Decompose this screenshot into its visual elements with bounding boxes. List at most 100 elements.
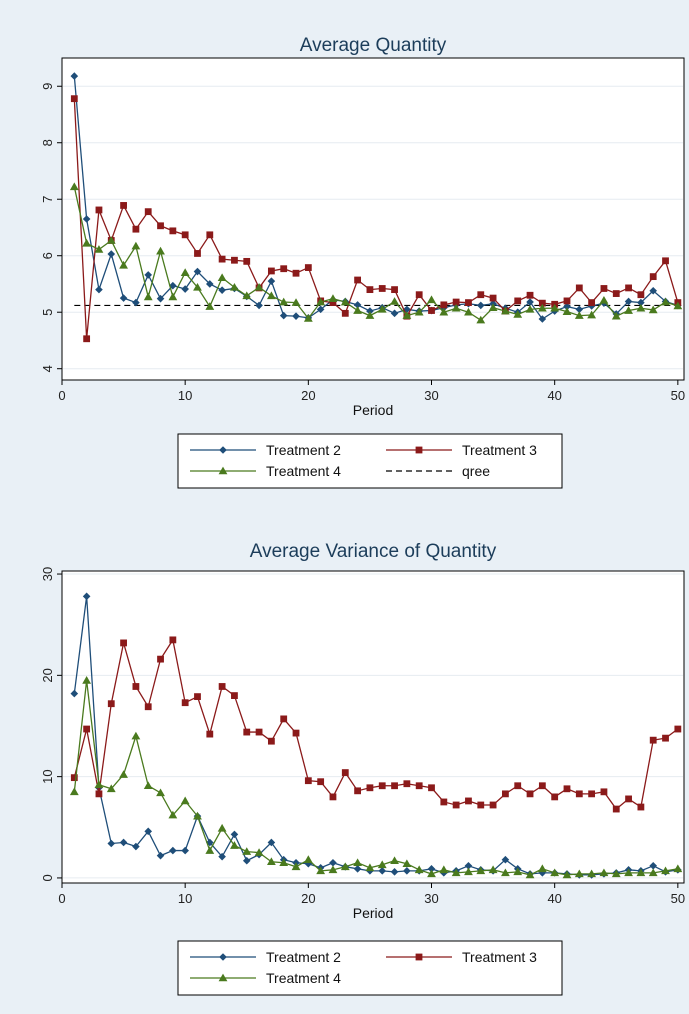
data-point: [538, 299, 546, 307]
data-point: [254, 282, 264, 291]
chart-average-variance: Average Variance of Quantity 0 10 20 30 0 10 20…: [0, 507, 689, 1014]
data-point: [673, 864, 683, 873]
data-point: [206, 231, 214, 239]
data-point: [452, 298, 460, 306]
legend-entry: Treatment 4: [190, 463, 341, 479]
data-point: [489, 294, 497, 302]
series-treatment-4: [69, 676, 683, 879]
chart-title: Average Variance of Quantity: [250, 541, 497, 562]
data-point: [649, 286, 658, 295]
data-point: [131, 241, 141, 250]
data-point: [70, 72, 79, 80]
data-point: [550, 868, 560, 877]
data-point: [70, 95, 78, 103]
data-point: [611, 869, 621, 878]
data-point: [95, 285, 103, 294]
data-point: [132, 842, 140, 851]
data-point: [83, 725, 91, 733]
data-point: [230, 830, 239, 839]
data-point: [95, 206, 103, 214]
data-point: [514, 297, 522, 305]
data-point: [625, 795, 632, 803]
data-point: [340, 297, 350, 306]
legend-entry: qree: [386, 463, 490, 479]
data-point: [464, 861, 473, 870]
data-point: [255, 301, 263, 310]
data-point: [637, 298, 645, 307]
data-point: [69, 787, 79, 796]
data-point: [403, 867, 411, 875]
legend-box: [177, 433, 563, 489]
data-point: [390, 856, 399, 865]
data-point: [205, 846, 215, 854]
legend-marker: [218, 466, 228, 475]
legend-marker: [218, 973, 228, 982]
legend-box: [177, 940, 563, 996]
data-point: [119, 260, 128, 269]
data-point: [218, 852, 226, 861]
data-point: [82, 238, 92, 247]
data-point: [599, 868, 609, 877]
data-point: [636, 303, 646, 312]
data-point: [242, 291, 252, 300]
y-tick-label: 30: [40, 567, 55, 581]
data-point: [329, 793, 337, 801]
data-point: [427, 295, 436, 304]
data-point: [365, 311, 375, 319]
data-point: [477, 801, 485, 809]
data-point: [624, 868, 633, 877]
data-point: [501, 306, 510, 315]
data-point: [428, 307, 435, 314]
x-axis-label: Period: [353, 905, 393, 921]
data-point: [144, 827, 153, 836]
data-point: [502, 790, 509, 798]
data-point: [378, 285, 386, 292]
data-point: [292, 312, 300, 320]
data-point: [169, 636, 177, 644]
data-point: [488, 865, 498, 874]
data-point: [612, 290, 620, 297]
data-point: [120, 639, 127, 647]
data-point: [390, 297, 399, 305]
data-point: [83, 335, 91, 343]
data-point: [69, 182, 79, 191]
data-point: [563, 785, 571, 793]
y-tick-label: 4: [40, 365, 55, 372]
data-point: [439, 865, 449, 874]
data-point: [587, 869, 597, 878]
data-point: [206, 730, 214, 738]
data-point: [119, 838, 128, 847]
data-point: [132, 298, 140, 307]
data-point: [525, 870, 535, 879]
data-point: [181, 285, 189, 293]
data-point: [611, 311, 621, 320]
data-point: [95, 790, 103, 798]
data-point: [156, 788, 165, 797]
data-point: [574, 311, 584, 319]
y-tick-label: 8: [40, 139, 55, 146]
legend-label: Treatment 2: [266, 442, 341, 458]
data-point: [254, 848, 264, 856]
data-point: [156, 851, 165, 860]
data-point: [157, 655, 164, 663]
y-tick-label: 20: [40, 668, 55, 682]
x-tick-label: 0: [58, 388, 65, 403]
data-point: [70, 689, 79, 698]
data-point: [562, 870, 572, 879]
data-point: [514, 782, 522, 790]
chart-title: Average Quantity: [300, 35, 447, 56]
data-point: [513, 310, 523, 318]
data-point: [304, 264, 312, 271]
data-point: [82, 676, 92, 684]
legend-entry: Treatment 3: [386, 442, 537, 458]
data-point: [476, 301, 485, 310]
data-point: [599, 295, 609, 304]
data-point: [662, 734, 669, 742]
data-point: [440, 301, 448, 309]
y-tick-label: 5: [40, 309, 55, 316]
data-point: [217, 273, 227, 282]
data-point: [106, 784, 116, 793]
data-point: [132, 683, 140, 690]
data-point: [464, 307, 473, 316]
